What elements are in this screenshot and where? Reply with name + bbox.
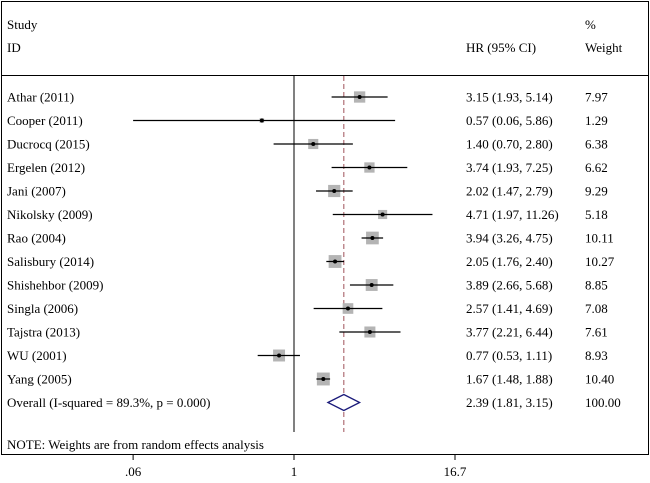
ci-text: 3.77 (2.21, 6.44) [466, 325, 553, 340]
study-label: Nikolsky (2009) [7, 207, 93, 222]
weight-text: 10.40 [585, 372, 614, 387]
study-row: Tajstra (2013) 3.77 (2.21, 6.44) 7.61 [7, 325, 608, 340]
point-estimate [370, 236, 375, 240]
study-label: Jani (2007) [7, 184, 66, 199]
study-row: Cooper (2011) 0.57 (0.06, 5.86) 1.29 [7, 113, 608, 128]
x-tick-label: 1 [291, 464, 298, 479]
weight-text: 10.11 [585, 231, 614, 246]
study-label: Cooper (2011) [7, 113, 83, 128]
ci-text: 2.57 (1.41, 4.69) [466, 301, 553, 316]
x-axis: .06 1 16.7 [125, 455, 467, 479]
weights-note: NOTE: Weights are from random effects an… [7, 437, 264, 452]
header-id: ID [7, 40, 21, 55]
study-row: Shishehbor (2009) 3.89 (2.66, 5.68) 8.85 [7, 278, 608, 293]
point-estimate [259, 118, 264, 123]
weight-text: 10.27 [585, 254, 615, 269]
study-row: Ducrocq (2015) 1.40 (0.70, 2.80) 6.38 [7, 137, 608, 152]
ci-text: 0.77 (0.53, 1.11) [466, 348, 552, 363]
weight-text: 7.61 [585, 325, 608, 340]
point-estimate [380, 212, 385, 217]
header-weight: Weight [585, 40, 623, 55]
overall-diamond [326, 393, 362, 412]
overall-ci-text: 2.39 (1.81, 3.15) [466, 395, 553, 410]
overall-label: Overall (I-squared = 89.3%, p = 0.000) [7, 395, 210, 410]
study-row: Singla (2006) 2.57 (1.41, 4.69) 7.08 [7, 301, 608, 316]
study-label: Ergelen (2012) [7, 160, 85, 175]
weight-text: 9.29 [585, 184, 608, 199]
weight-text: 7.08 [585, 301, 608, 316]
study-label: Rao (2004) [7, 231, 66, 246]
weight-text: 8.85 [585, 278, 608, 293]
overall-weight-text: 100.00 [585, 395, 621, 410]
x-tick-label: 16.7 [444, 464, 467, 479]
ci-text: 2.02 (1.47, 2.79) [466, 184, 553, 199]
study-row: Yang (2005) 1.67 (1.48, 1.88) 10.40 [7, 372, 614, 387]
overall-row: Overall (I-squared = 89.3%, p = 0.000) 2.… [7, 393, 621, 412]
study-label: Singla (2006) [7, 301, 78, 316]
point-estimate [369, 283, 374, 287]
point-estimate [321, 377, 326, 381]
ci-text: 3.74 (1.93, 7.25) [466, 160, 553, 175]
x-tick-label: .06 [125, 464, 142, 479]
plot-frame [1, 1, 649, 455]
point-estimate [311, 142, 316, 146]
ci-text: 3.15 (1.93, 5.14) [466, 90, 553, 105]
study-label: Athar (2011) [7, 90, 74, 105]
ci-text: 1.67 (1.48, 1.88) [466, 372, 553, 387]
study-label: Salisbury (2014) [7, 254, 94, 269]
ci-text: 0.57 (0.06, 5.86) [466, 113, 553, 128]
point-estimate [357, 95, 362, 99]
weight-text: 1.29 [585, 113, 608, 128]
ci-text: 3.89 (2.66, 5.68) [466, 278, 553, 293]
header-weight-percent: % [585, 17, 596, 32]
weight-text: 6.62 [585, 160, 608, 175]
weight-text: 8.93 [585, 348, 608, 363]
study-row: WU (2001) 0.77 (0.53, 1.11) 8.93 [7, 348, 608, 363]
ci-text: 4.71 (1.97, 11.26) [466, 207, 559, 222]
study-row: Nikolsky (2009) 4.71 (1.97, 11.26) 5.18 [7, 207, 608, 222]
ci-text: 3.94 (3.26, 4.75) [466, 231, 553, 246]
point-estimate [277, 353, 282, 358]
study-row: Salisbury (2014) 2.05 (1.76, 2.40) 10.27 [7, 254, 615, 269]
point-estimate [332, 189, 337, 193]
ci-text: 2.05 (1.76, 2.40) [466, 254, 553, 269]
study-row: Ergelen (2012) 3.74 (1.93, 7.25) 6.62 [7, 160, 608, 175]
point-estimate [345, 306, 350, 311]
study-label: Tajstra (2013) [7, 325, 80, 340]
study-label: Yang (2005) [7, 372, 72, 387]
study-row: Rao (2004) 3.94 (3.26, 4.75) 10.11 [7, 231, 614, 246]
study-rows: Athar (2011) 3.15 (1.93, 5.14) 7.97 Cooper … [7, 76, 615, 432]
point-estimate [333, 259, 338, 264]
header-effect: HR (95% CI) [466, 40, 536, 55]
study-label: WU (2001) [7, 348, 67, 363]
point-estimate [367, 165, 372, 170]
header-study: Study [7, 17, 38, 32]
study-row: Jani (2007) 2.02 (1.47, 2.79) 9.29 [7, 184, 608, 199]
study-row: Athar (2011) 3.15 (1.93, 5.14) 7.97 [7, 90, 608, 105]
point-estimate [367, 330, 372, 334]
study-label: Shishehbor (2009) [7, 278, 103, 293]
weight-text: 5.18 [585, 207, 608, 222]
weight-text: 6.38 [585, 137, 608, 152]
study-label: Ducrocq (2015) [7, 137, 90, 152]
ci-text: 1.40 (0.70, 2.80) [466, 137, 553, 152]
weight-text: 7.97 [585, 90, 608, 105]
